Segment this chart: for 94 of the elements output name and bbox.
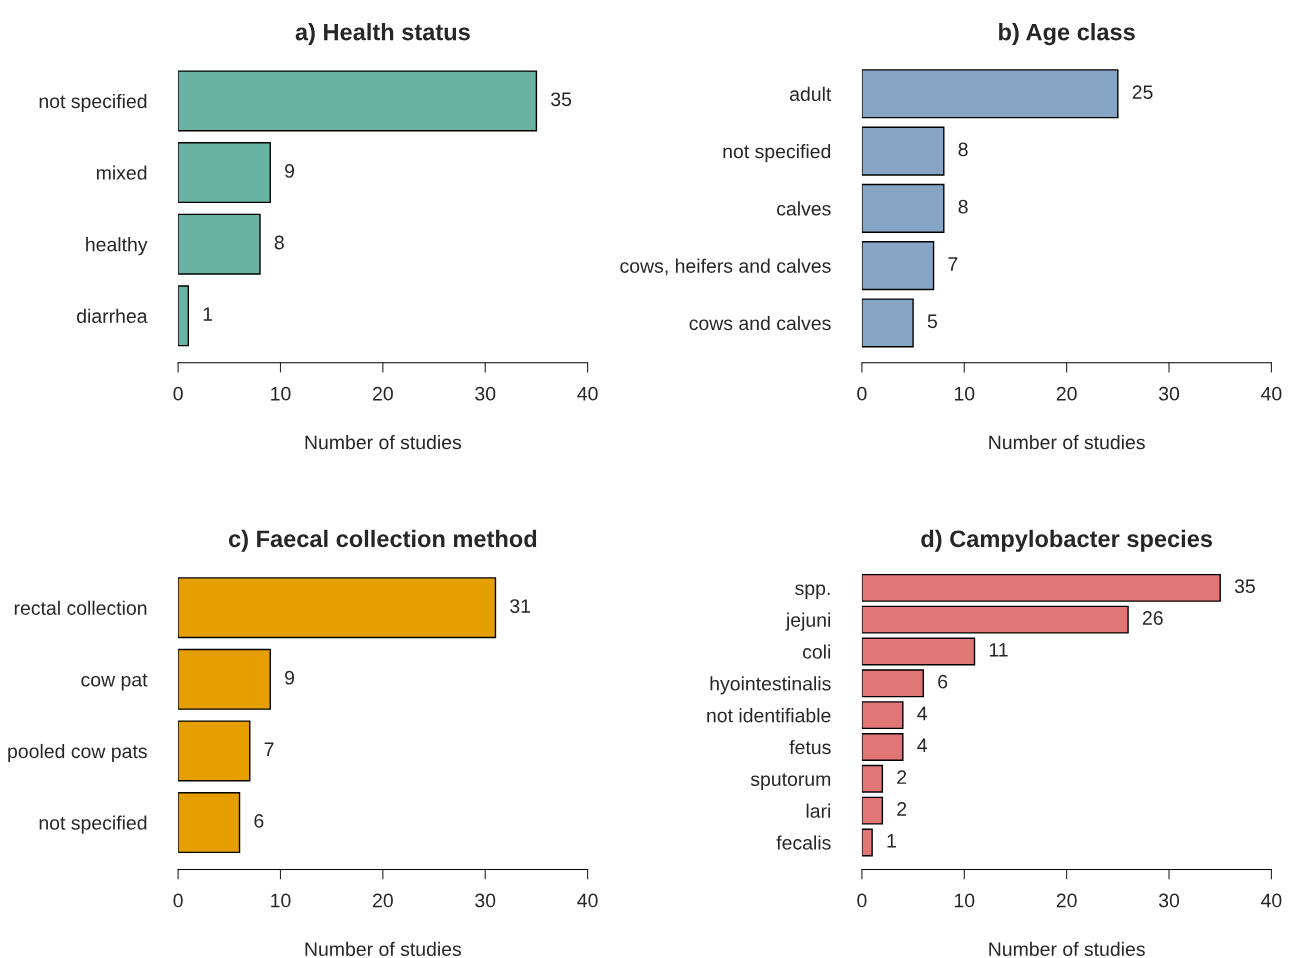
data-label: 9	[285, 670, 295, 685]
y-tick-label: cows, heifers and calves	[620, 258, 831, 276]
y-tick-label: rectal collection	[14, 600, 147, 615]
bar	[178, 792, 241, 854]
data-label: 35	[1234, 579, 1255, 594]
y-tick-label: spp.	[795, 584, 830, 599]
bar	[861, 183, 945, 233]
x-tick-label: 0	[173, 893, 183, 908]
x-tick-label: 20	[373, 386, 393, 401]
x-tick-label: 40	[577, 893, 598, 908]
y-tick-label: cows and calves	[689, 315, 831, 331]
x-tick-label: 10	[954, 893, 975, 908]
x-tick-label: 30	[475, 893, 496, 908]
y-tick-label: pooled cow pats	[8, 743, 147, 763]
y-tick-label: mixed	[96, 165, 147, 180]
bar	[861, 733, 904, 761]
y-tick-label: hyointestinalis	[710, 676, 831, 695]
y-tick-label: fecalis	[776, 835, 831, 850]
x-tick-label: 40	[1261, 893, 1282, 908]
data-label: 4	[917, 738, 927, 752]
bar	[178, 720, 251, 782]
bar	[861, 69, 1119, 119]
bar	[861, 605, 1129, 634]
x-axis-title: Number of studies	[305, 941, 462, 957]
chart-title: a) Health status	[295, 23, 470, 46]
y-tick-label: coli	[803, 644, 831, 659]
data-label: 8	[274, 235, 284, 250]
bar	[178, 213, 261, 275]
x-tick-label: 30	[475, 386, 496, 401]
data-label: 6	[254, 814, 264, 828]
x-tick-label: 0	[857, 386, 867, 401]
y-tick-label: healthy	[86, 237, 148, 256]
data-label: 26	[1142, 611, 1163, 625]
y-tick-label: not specified	[39, 815, 147, 834]
bar	[178, 285, 190, 347]
bar	[861, 637, 976, 666]
data-label: 31	[510, 599, 531, 613]
data-label: 4	[917, 706, 927, 721]
data-label: 7	[948, 257, 958, 271]
x-tick-label: 40	[1261, 386, 1282, 401]
bar	[861, 796, 884, 825]
data-label: 6	[938, 674, 948, 689]
y-tick-label: not specified	[39, 93, 147, 113]
y-tick-label: adult	[790, 86, 832, 102]
y-tick-label: lari	[806, 803, 831, 818]
y-tick-label: jejuni	[785, 612, 831, 631]
chart-title: c) Faecal collection method	[228, 529, 537, 552]
y-tick-label: sputorum	[750, 773, 831, 790]
y-tick-label: fetus	[789, 739, 831, 755]
x-tick-label: 30	[1158, 386, 1180, 401]
bar	[861, 241, 935, 291]
data-label: 9	[285, 164, 295, 178]
y-tick-label: cow pat	[81, 673, 148, 691]
x-tick-label: 10	[271, 386, 291, 401]
bar	[861, 764, 884, 793]
x-tick-label: 20	[373, 893, 393, 908]
x-tick-label: 0	[173, 386, 183, 401]
y-tick-label: diarrhea	[77, 308, 148, 324]
bar	[861, 573, 1221, 602]
chart-title: b) Age class	[999, 23, 1135, 46]
bar	[178, 648, 271, 710]
y-tick-label: not specified	[723, 144, 831, 163]
bar	[861, 126, 945, 176]
x-tick-label: 0	[857, 893, 867, 908]
x-tick-label: 10	[271, 893, 291, 908]
x-axis-title: Number of studies	[989, 941, 1145, 957]
bar	[178, 577, 497, 639]
data-label: 11	[989, 643, 1008, 657]
bar	[861, 828, 873, 857]
x-tick-label: 10	[954, 386, 975, 401]
x-tick-label: 20	[1056, 893, 1077, 908]
data-label: 1	[203, 307, 213, 321]
data-label: 8	[958, 142, 968, 157]
chart-title: d) Campylobacter species	[921, 529, 1213, 552]
data-label: 25	[1132, 85, 1153, 100]
bar	[861, 298, 914, 348]
y-tick-label: not identifiable	[707, 708, 831, 723]
data-label: 8	[958, 199, 968, 214]
bar	[861, 701, 904, 730]
x-axis-title: Number of studies	[305, 434, 462, 450]
x-tick-label: 40	[577, 386, 598, 401]
data-label: 2	[897, 802, 907, 816]
data-label: 7	[264, 742, 274, 756]
x-tick-label: 20	[1056, 386, 1077, 401]
bar	[178, 142, 271, 204]
data-label: 1	[887, 834, 896, 848]
bar	[861, 669, 925, 698]
y-tick-label: calves	[777, 201, 831, 216]
x-tick-label: 30	[1158, 893, 1180, 908]
data-label: 2	[897, 770, 907, 784]
x-axis-title: Number of studies	[989, 434, 1145, 450]
bar	[178, 70, 538, 132]
data-label: 35	[551, 92, 572, 107]
data-label: 5	[927, 314, 937, 329]
